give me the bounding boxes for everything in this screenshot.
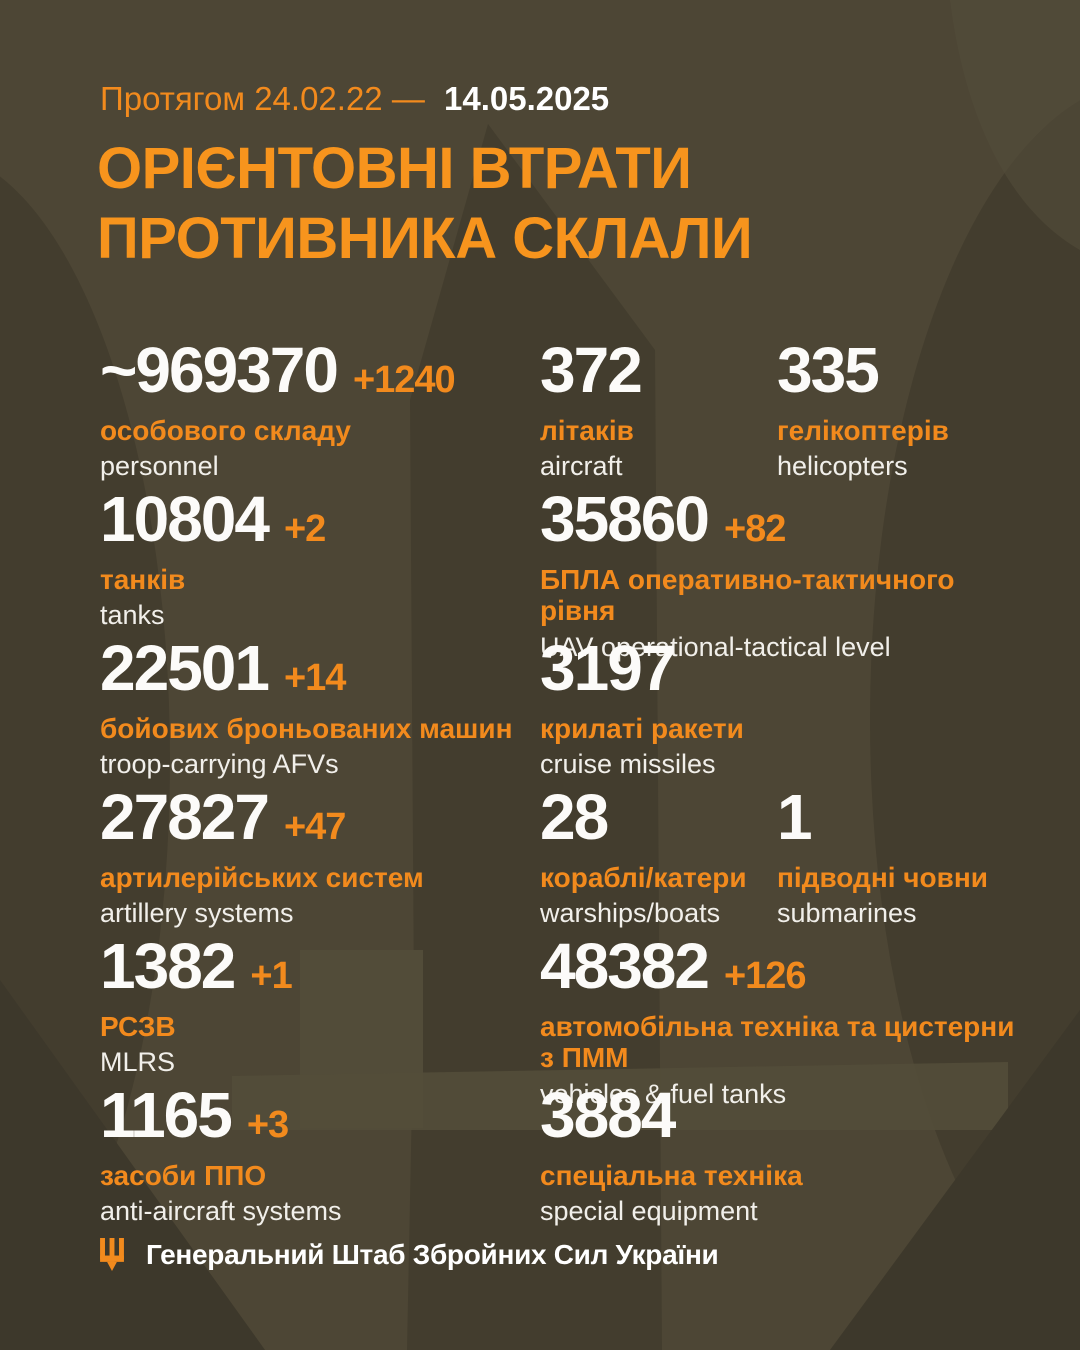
stat-label-uk: артилерійських систем <box>100 862 424 893</box>
stat-label-en: submarines <box>777 898 917 929</box>
period-prefix: Протягом 24.02.22 — <box>100 80 425 117</box>
stat-label-uk: засоби ППО <box>100 1160 267 1191</box>
title-line-2: ПРОТИВНИКА СКЛАЛИ <box>97 206 753 271</box>
stat-tanks: 10804 +2 танків tanks <box>100 487 540 636</box>
stat-value: 10804 <box>100 483 270 555</box>
stat-label-en: aircraft <box>540 451 623 482</box>
stat-label-uk: танків <box>100 564 186 595</box>
stat-label-uk: бойових броньованих машин <box>100 713 513 744</box>
stat-value: 48382 <box>540 930 710 1002</box>
stat-label-uk: літаків <box>540 415 634 446</box>
title-line-1: ОРІЄНТОВНІ ВТРАТИ <box>97 136 692 201</box>
stat-vehicles: 48382 +126 автомобільна техніка та цисте… <box>540 930 1030 1109</box>
stat-value: 3884 <box>540 1079 676 1151</box>
stat-value: 1382 <box>100 930 236 1002</box>
stat-anti-aircraft: 1165 +3 засоби ППО anti-aircraft systems <box>100 1083 540 1232</box>
stat-delta: +14 <box>283 657 346 699</box>
stat-value: ~969370 <box>100 334 339 406</box>
stat-mlrs: 1382 +1 РСЗВ MLRS <box>100 934 540 1083</box>
stat-label-uk: крилаті ракети <box>540 713 744 744</box>
stat-label-uk: підводні човни <box>777 862 988 893</box>
stat-delta: +1240 <box>352 359 456 401</box>
stat-label-en: warships/boats <box>540 898 721 929</box>
footer: Генеральний Штаб Збройних Сил України <box>100 1238 719 1271</box>
stat-label-uk: кораблі/катери <box>540 862 747 893</box>
stat-label-uk: гелікоптерів <box>777 415 949 446</box>
stat-label-uk: РСЗВ <box>100 1011 176 1042</box>
stat-artillery: 27827 +47 артилерійських систем artiller… <box>100 785 540 934</box>
report-period: Протягом 24.02.22 — 14.05.2025 <box>100 82 609 115</box>
stat-label-en: artillery systems <box>100 898 294 929</box>
stat-label-en: troop-carrying AFVs <box>100 749 339 780</box>
report-date: 14.05.2025 <box>444 80 610 117</box>
stat-cruise-missiles: 3197 крилаті ракети cruise missiles <box>540 636 1030 785</box>
stat-uav: 35860 +82 БПЛА оперативно-тактичного рів… <box>540 483 1030 662</box>
stat-label-en: UAV operational-tactical level <box>540 631 891 662</box>
stat-label-en: helicopters <box>777 451 908 482</box>
trident-icon <box>100 1238 124 1271</box>
stat-label-uk: особового складу <box>100 415 351 446</box>
stat-value: 27827 <box>100 781 270 853</box>
stat-submarines: 1 підводні човни submarines <box>777 785 1030 934</box>
stat-value: 35860 <box>540 483 710 555</box>
stat-label-en: special equipment <box>540 1196 758 1227</box>
stat-delta: +2 <box>283 508 326 550</box>
stat-special-equipment: 3884 спеціальна техніка special equipmen… <box>540 1083 1030 1232</box>
stat-value: 1 <box>777 781 813 853</box>
stat-aircraft: 372 літаків aircraft <box>540 338 777 487</box>
stat-value: 372 <box>540 334 643 406</box>
stat-label-en: tanks <box>100 600 165 631</box>
stat-value: 335 <box>777 334 880 406</box>
stat-value: 3197 <box>540 632 676 704</box>
stat-value: 22501 <box>100 632 270 704</box>
stat-label-uk: БПЛА оперативно-тактичного рівня <box>540 564 955 627</box>
stat-delta: +82 <box>723 508 786 550</box>
stat-label-en: anti-aircraft systems <box>100 1196 342 1227</box>
stat-afv: 22501 +14 бойових броньованих машин troo… <box>100 636 540 785</box>
stat-label-en: personnel <box>100 451 219 482</box>
stat-personnel: ~969370 +1240 особового складу personnel <box>100 338 540 487</box>
stat-value: 1165 <box>100 1079 233 1151</box>
stat-label-en: cruise missiles <box>540 749 716 780</box>
stat-delta: +1 <box>250 955 292 997</box>
stat-helicopters: 335 гелікоптерів helicopters <box>777 338 1030 487</box>
footer-org-name: Генеральний Штаб Збройних Сил України <box>146 1238 719 1270</box>
stat-delta: +3 <box>246 1104 289 1146</box>
stat-label-uk: автомобільна техніка та цистерни з ПММ <box>540 1011 1015 1074</box>
stat-warships: 28 кораблі/катери warships/boats <box>540 785 777 934</box>
stat-label-en: vehicles & fuel tanks <box>540 1078 787 1109</box>
page-title: ОРІЄНТОВНІ ВТРАТИ ПРОТИВНИКА СКЛАЛИ <box>97 134 753 274</box>
stat-delta: +47 <box>283 806 346 848</box>
stat-delta: +126 <box>723 955 807 997</box>
stat-value: 28 <box>540 781 609 853</box>
stat-label-en: MLRS <box>100 1047 176 1078</box>
stat-label-uk: спеціальна техніка <box>540 1160 803 1191</box>
losses-grid: ~969370 +1240 особового складу personnel… <box>100 338 1030 1232</box>
